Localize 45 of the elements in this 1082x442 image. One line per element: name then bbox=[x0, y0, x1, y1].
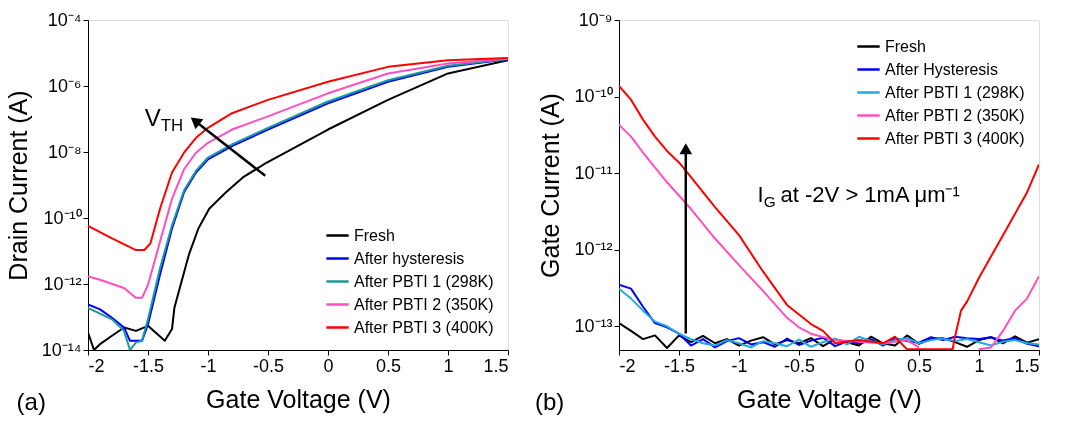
legend-label: After hysteresis bbox=[354, 249, 465, 267]
x-axis-title: Gate Voltage (V) bbox=[737, 384, 922, 413]
x-tick-label: 1.5 bbox=[1014, 355, 1040, 376]
legend-label: After PBTI 1 (298K) bbox=[885, 83, 1025, 101]
legend-label: Fresh bbox=[885, 37, 926, 55]
x-tick-label: 0 bbox=[323, 355, 334, 376]
y-tick-label: 10⁻¹⁰ bbox=[43, 207, 82, 228]
x-tick-label: 1.5 bbox=[483, 355, 509, 376]
legend-label: After PBTI 2 (350K) bbox=[885, 106, 1025, 124]
legend-label: After PBTI 3 (400K) bbox=[885, 129, 1025, 147]
y-tick-label: 10⁻¹⁰ bbox=[574, 86, 613, 107]
x-tick-label: -1.5 bbox=[132, 355, 165, 376]
x-tick-label: -1 bbox=[731, 355, 748, 376]
x-tick-label: -1.5 bbox=[663, 355, 696, 376]
x-tick-label: 1 bbox=[974, 355, 985, 376]
x-tick-label: 0.5 bbox=[375, 355, 402, 376]
line-series bbox=[88, 57, 508, 299]
y-tick-label: 10⁻¹¹ bbox=[574, 162, 613, 183]
y-axis-title: Gate Current (A) bbox=[536, 93, 565, 278]
legend-label: Fresh bbox=[354, 226, 395, 244]
y-tick-label: 10⁻¹² bbox=[574, 239, 613, 260]
y-tick-label: 10⁻⁸ bbox=[47, 141, 82, 162]
legend-label: After PBTI 3 (400K) bbox=[354, 318, 494, 336]
legend-label: After PBTI 2 (350K) bbox=[354, 295, 494, 313]
x-tick-label: -2 bbox=[619, 355, 636, 376]
text: (b) bbox=[535, 387, 565, 415]
x-tick-label: -1 bbox=[200, 355, 217, 376]
x-tick-label: 0.5 bbox=[906, 355, 933, 376]
y-tick-label: 10⁻⁴ bbox=[47, 9, 82, 30]
y-tick-label: 10⁻⁶ bbox=[48, 75, 82, 96]
y-tick-label: 10⁻⁹ bbox=[578, 9, 613, 30]
legend-label: After PBTI 1 (298K) bbox=[354, 272, 494, 290]
line-series bbox=[88, 56, 508, 252]
x-axis-title: Gate Voltage (V) bbox=[206, 384, 391, 413]
y-tick-label: 10⁻¹² bbox=[43, 273, 82, 294]
x-tick-label: -0.5 bbox=[252, 355, 285, 376]
y-axis-title: Drain Current (A) bbox=[3, 90, 32, 281]
x-tick-label: 0 bbox=[854, 355, 865, 376]
x-tick-label: -2 bbox=[88, 355, 105, 376]
x-tick-label: 1 bbox=[443, 355, 454, 376]
text: (a) bbox=[16, 387, 46, 415]
legend-label: After Hysteresis bbox=[885, 60, 998, 78]
y-tick-label: 10⁻¹⁴ bbox=[41, 339, 82, 360]
x-tick-label: -0.5 bbox=[783, 355, 816, 376]
y-tick-label: 10⁻¹³ bbox=[574, 315, 613, 336]
